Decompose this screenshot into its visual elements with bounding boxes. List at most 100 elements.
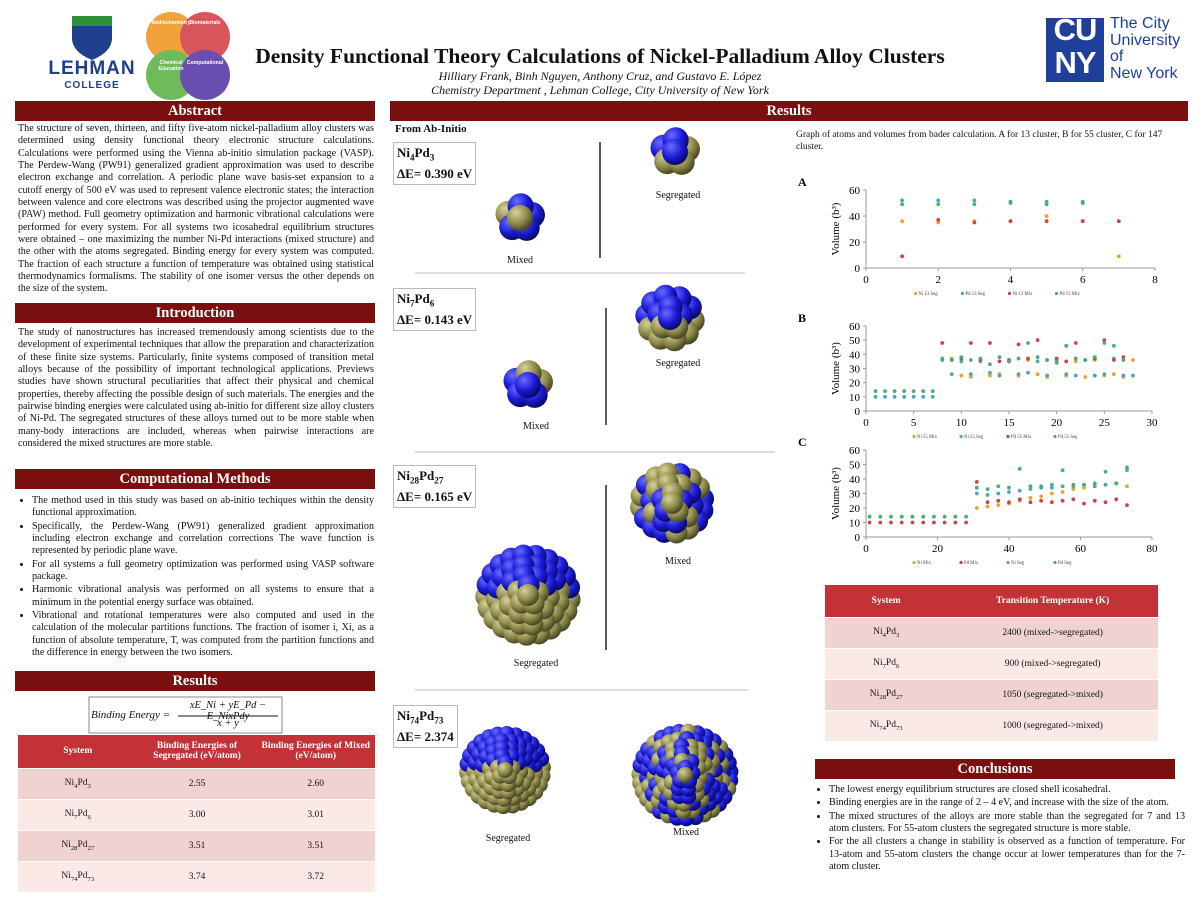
bullet: For the all clusters a change in stabili… [829,836,1185,873]
cuny-ny: NY [1054,45,1096,80]
data-point [1035,338,1040,343]
data-point [892,394,897,399]
table-cell: 3.74 [137,860,257,892]
x-tick-label: 40 [1004,543,1016,555]
energy-box: Ni7Pd6 ΔE= 0.143 eV [393,288,477,331]
subscript: 4 [74,782,78,790]
element: Pd [885,688,896,699]
y-axis-label: Volume (b³) [830,342,842,395]
y-tick-label: 20 [849,237,861,249]
data-point [936,218,941,222]
data-point [1064,372,1069,377]
x-tick-label: 20 [1051,417,1063,429]
panel-label: C [798,435,807,449]
y-tick-label: 50 [849,460,861,472]
y-tick-label: 40 [849,474,861,486]
data-point [974,506,979,510]
x-tick-label: 10 [956,417,968,429]
atom [658,306,682,330]
data-point [1007,490,1011,494]
data-point [949,358,954,362]
data-point [1092,355,1097,360]
atom [662,139,688,165]
element: Pd [77,839,88,850]
equation-box [88,696,283,734]
data-point [1092,498,1097,503]
data-point [953,520,958,525]
bullet: Binding energies are in the range of 2 –… [829,797,1185,809]
data-point [1111,343,1116,348]
x-tick-label: 0 [863,543,869,555]
data-point [968,375,973,379]
section-heading: Introduction [15,303,375,323]
element: Pd [419,708,435,723]
data-point [936,198,941,203]
table-row: Ni74Pd73 3.74 3.72 [18,860,375,892]
lehman-shield-band [72,16,112,26]
legend-swatch [1054,291,1059,296]
section-heading: Results [390,101,1188,121]
data-point [1103,500,1108,505]
data-point [1064,359,1069,364]
data-point [972,198,977,203]
logo-circle [180,50,230,100]
data-point [940,341,945,345]
legend-swatch [1006,434,1010,439]
logo-circle-label: Radiochemistry [151,20,191,26]
legend-label: Pd 55 Seg [1058,435,1078,440]
logo-circle-label: Biomaterials [189,20,221,26]
structure-label: Mixed [522,421,550,432]
data-point [1125,503,1129,507]
data-point [902,394,907,399]
subscript: 3 [895,631,900,639]
data-point [930,389,935,394]
y-tick-label: 10 [849,518,861,530]
table-cell: Ni4Pd3 [825,616,948,648]
cuny-name: The City [1110,15,1170,32]
data-point [1064,343,1069,348]
data-point [1028,487,1033,492]
legend-swatch [912,560,916,565]
table-cell: 3.51 [256,829,375,861]
element: Pd [77,870,88,881]
atom [677,767,693,783]
data-point [1116,219,1121,224]
data-point [1073,373,1078,378]
data-point [1028,495,1033,500]
data-point [1073,356,1078,361]
structure-label: Mixed [672,827,700,838]
data-point [1007,359,1011,364]
data-point [997,359,1002,364]
data-point [1060,468,1065,473]
legend-label: Ni Mix [917,561,932,566]
data-point [1111,358,1116,362]
data-point [964,520,968,525]
data-point [1007,500,1011,505]
atom [517,584,539,606]
column-header: System [825,585,948,617]
data-point [1017,497,1022,502]
data-point [972,220,977,225]
y-axis-label: Volume (b³) [830,467,842,520]
data-point [968,372,973,377]
data-point [1092,484,1097,489]
y-tick-label: 0 [855,406,861,418]
energy-box: Ni74Pd73 ΔE= 2.374 [393,705,458,748]
data-point [911,394,916,399]
table-cell: 1000 (segregated->mixed) [947,709,1158,741]
y-tick-label: 40 [849,211,861,223]
methods-list: The method used in this study was based … [18,495,374,660]
data-point [1103,469,1108,474]
cuny-block [1046,18,1104,82]
data-point [1026,341,1030,345]
legend-swatch [959,560,963,565]
delta-energy: ΔE= 2.374 [397,728,454,744]
section-heading: Abstract [15,101,375,121]
data-point [1054,356,1059,361]
data-point [1028,484,1033,489]
data-point [988,370,992,375]
data-point [1102,372,1107,377]
table-cell: 3.00 [137,798,257,830]
data-point [1103,482,1108,487]
